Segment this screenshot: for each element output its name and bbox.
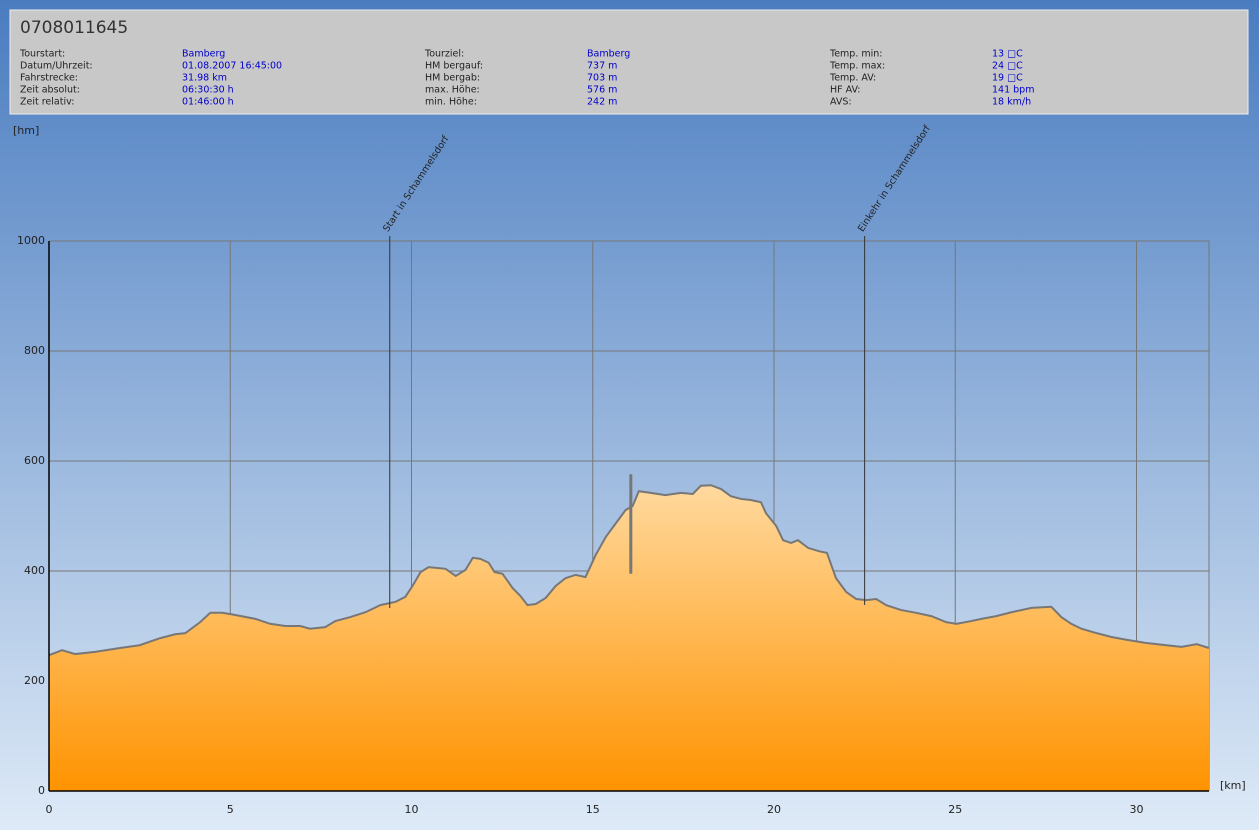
info-label: Temp. min: — [829, 49, 882, 60]
info-value: 31.98 km — [182, 73, 227, 84]
info-value: 141 bpm — [992, 85, 1034, 96]
profile-line — [48, 484, 1210, 657]
x-tick-label: 15 — [586, 803, 600, 816]
info-value: 19 □C — [992, 73, 1023, 84]
x-tick-label: 20 — [767, 803, 781, 816]
info-label: Tourstart: — [19, 49, 65, 60]
y-tick-label: 1000 — [17, 234, 45, 247]
info-label: min. Höhe: — [425, 97, 477, 108]
info-label: max. Höhe: — [425, 85, 480, 96]
x-tick-label: 5 — [227, 803, 234, 816]
info-label: Temp. max: — [829, 61, 885, 72]
info-label: HF AV: — [830, 85, 860, 96]
info-value: 13 □C — [992, 49, 1023, 60]
info-label: HM bergauf: — [425, 61, 483, 72]
info-value: 01.08.2007 16:45:00 — [182, 61, 282, 72]
info-value: 737 m — [587, 61, 617, 72]
y-tick-label: 800 — [24, 344, 45, 357]
x-tick-label: 0 — [46, 803, 53, 816]
y-tick-label: 0 — [38, 784, 45, 797]
info-value: 24 □C — [992, 61, 1023, 72]
info-label: Datum/Uhrzeit: — [20, 61, 93, 72]
info-value: 242 m — [587, 97, 617, 108]
info-label: Zeit absolut: — [20, 85, 80, 96]
info-label: Tourziel: — [424, 49, 464, 60]
info-value: Bamberg — [587, 49, 630, 60]
info-label: Fahrstrecke: — [20, 73, 78, 84]
info-value: 06:30:30 h — [182, 85, 234, 96]
y-tick-label: 400 — [24, 564, 45, 577]
info-label: Zeit relativ: — [20, 97, 74, 108]
x-tick-label: 30 — [1130, 803, 1144, 816]
info-label: AVS: — [830, 97, 852, 108]
y-axis-label: [hm] — [13, 124, 39, 137]
y-tick-label: 200 — [24, 674, 45, 687]
x-tick-label: 25 — [948, 803, 962, 816]
info-panel — [9, 9, 1249, 115]
info-value: 576 m — [587, 85, 617, 96]
x-axis-label: [km] — [1220, 779, 1246, 792]
x-tick-label: 10 — [405, 803, 419, 816]
info-value: 01:46:00 h — [182, 97, 234, 108]
y-tick-label: 600 — [24, 454, 45, 467]
info-value: 703 m — [587, 73, 617, 84]
title: 0708011645 — [20, 18, 128, 38]
area-fill — [49, 485, 1209, 791]
info-value: Bamberg — [182, 49, 225, 60]
info-label: Temp. AV: — [829, 73, 876, 84]
info-label: HM bergab: — [425, 73, 480, 84]
info-value: 18 km/h — [992, 97, 1031, 108]
